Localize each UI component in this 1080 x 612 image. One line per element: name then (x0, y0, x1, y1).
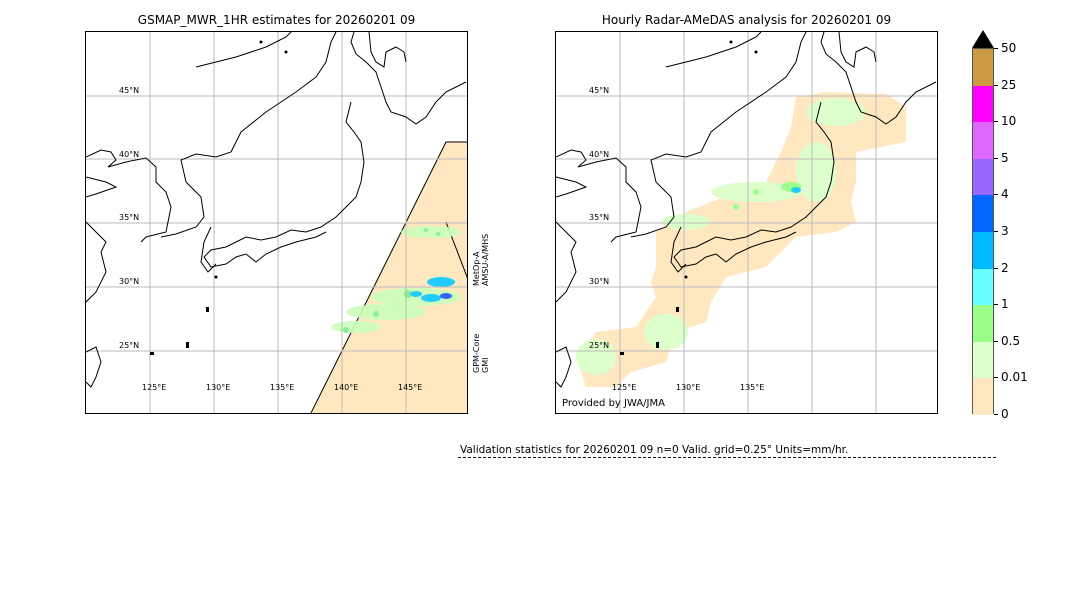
colorbar-extend-arrow (972, 30, 994, 48)
colorbar-tick (994, 231, 998, 232)
lat-label-30: 30°N (119, 277, 140, 286)
colorbar-segment (973, 158, 993, 196)
colorbar-label: 0.01 (1001, 370, 1028, 385)
lat-label-35: 35°N (119, 213, 140, 222)
lat-label-40: 40°N (119, 150, 140, 159)
lat-label-40: 40°N (589, 150, 610, 159)
lon-label-125: 125°E (612, 383, 637, 392)
colorbar-label: 0.5 (1001, 333, 1021, 348)
lon-label-135: 135°E (740, 383, 765, 392)
left-map-canvas (86, 32, 467, 413)
left-map-title: GSMAP_MWR_1HR estimates for 20260201 09 (137, 13, 416, 27)
lat-label-25: 25°N (589, 341, 610, 350)
lon-label-125: 125°E (142, 383, 167, 392)
colorbar-tick (994, 121, 998, 123)
colorbar-tick (994, 414, 998, 415)
colorbar-segment (973, 85, 993, 123)
lon-label-145: 145°E (398, 383, 423, 392)
colorbar-segment (973, 122, 993, 160)
colorbar-tick (994, 194, 998, 196)
colorbar-tick (994, 304, 998, 306)
data-credit: Provided by JWA/JMA (562, 398, 665, 409)
sensor-label-metop-line2: AMSU-A/MHS (481, 233, 490, 286)
colorbar-label: 25 (1001, 77, 1017, 92)
lat-label-30: 30°N (589, 277, 610, 286)
colorbar-tick (994, 48, 998, 49)
right-map-canvas (556, 32, 937, 413)
colorbar-label: 5 (1001, 150, 1009, 165)
lon-label-140: 140°E (334, 383, 359, 392)
colorbar-label: 10 (1001, 114, 1017, 129)
lat-label-25: 25°N (119, 341, 140, 350)
right-map-title: Hourly Radar-AMeDAS analysis for 2026020… (601, 13, 892, 27)
sensor-label-gpm-line2: GMI (481, 357, 490, 373)
colorbar-segment (973, 305, 993, 343)
lon-label-130: 130°E (206, 383, 231, 392)
colorbar-label: 0 (1001, 407, 1009, 421)
colorbar-segment (973, 195, 993, 233)
colorbar-tick (994, 84, 998, 86)
colorbar-tick (994, 267, 998, 269)
colorbar-segment (973, 378, 993, 416)
sensor-label-metop-line1: MetOp-A (472, 251, 481, 286)
colorbar-segment (973, 341, 993, 379)
colorbar-tick (994, 377, 998, 379)
lat-label-45: 45°N (589, 86, 610, 95)
colorbar (972, 48, 994, 416)
colorbar-label: 2 (1001, 260, 1009, 275)
lat-label-35: 35°N (589, 213, 610, 222)
right-map: 45°N 40°N 35°N 30°N 25°N 125°E 130°E 135… (555, 31, 938, 414)
colorbar-segment (973, 49, 993, 87)
colorbar-label: 4 (1001, 187, 1009, 202)
colorbar-label: 1 (1001, 297, 1009, 312)
sensor-label-gpm: GPM-Core GMI (472, 334, 490, 373)
sensor-label-metop: MetOp-A AMSU-A/MHS (472, 234, 490, 286)
colorbar-label: 50 (1001, 41, 1017, 55)
validation-divider (458, 457, 996, 458)
colorbar-segment (973, 232, 993, 270)
left-map: 45°N 40°N 35°N 30°N 25°N 125°E 130°E 135… (85, 31, 468, 414)
colorbar-segment (973, 268, 993, 306)
colorbar-label: 3 (1001, 224, 1009, 238)
sensor-label-gpm-line1: GPM-Core (472, 333, 481, 373)
lon-label-135: 135°E (270, 383, 295, 392)
lon-label-130: 130°E (676, 383, 701, 392)
validation-statistics: Validation statistics for 20260201 09 n=… (460, 444, 849, 456)
colorbar-tick (994, 340, 998, 342)
lat-label-45: 45°N (119, 86, 140, 95)
colorbar-tick (994, 157, 998, 159)
